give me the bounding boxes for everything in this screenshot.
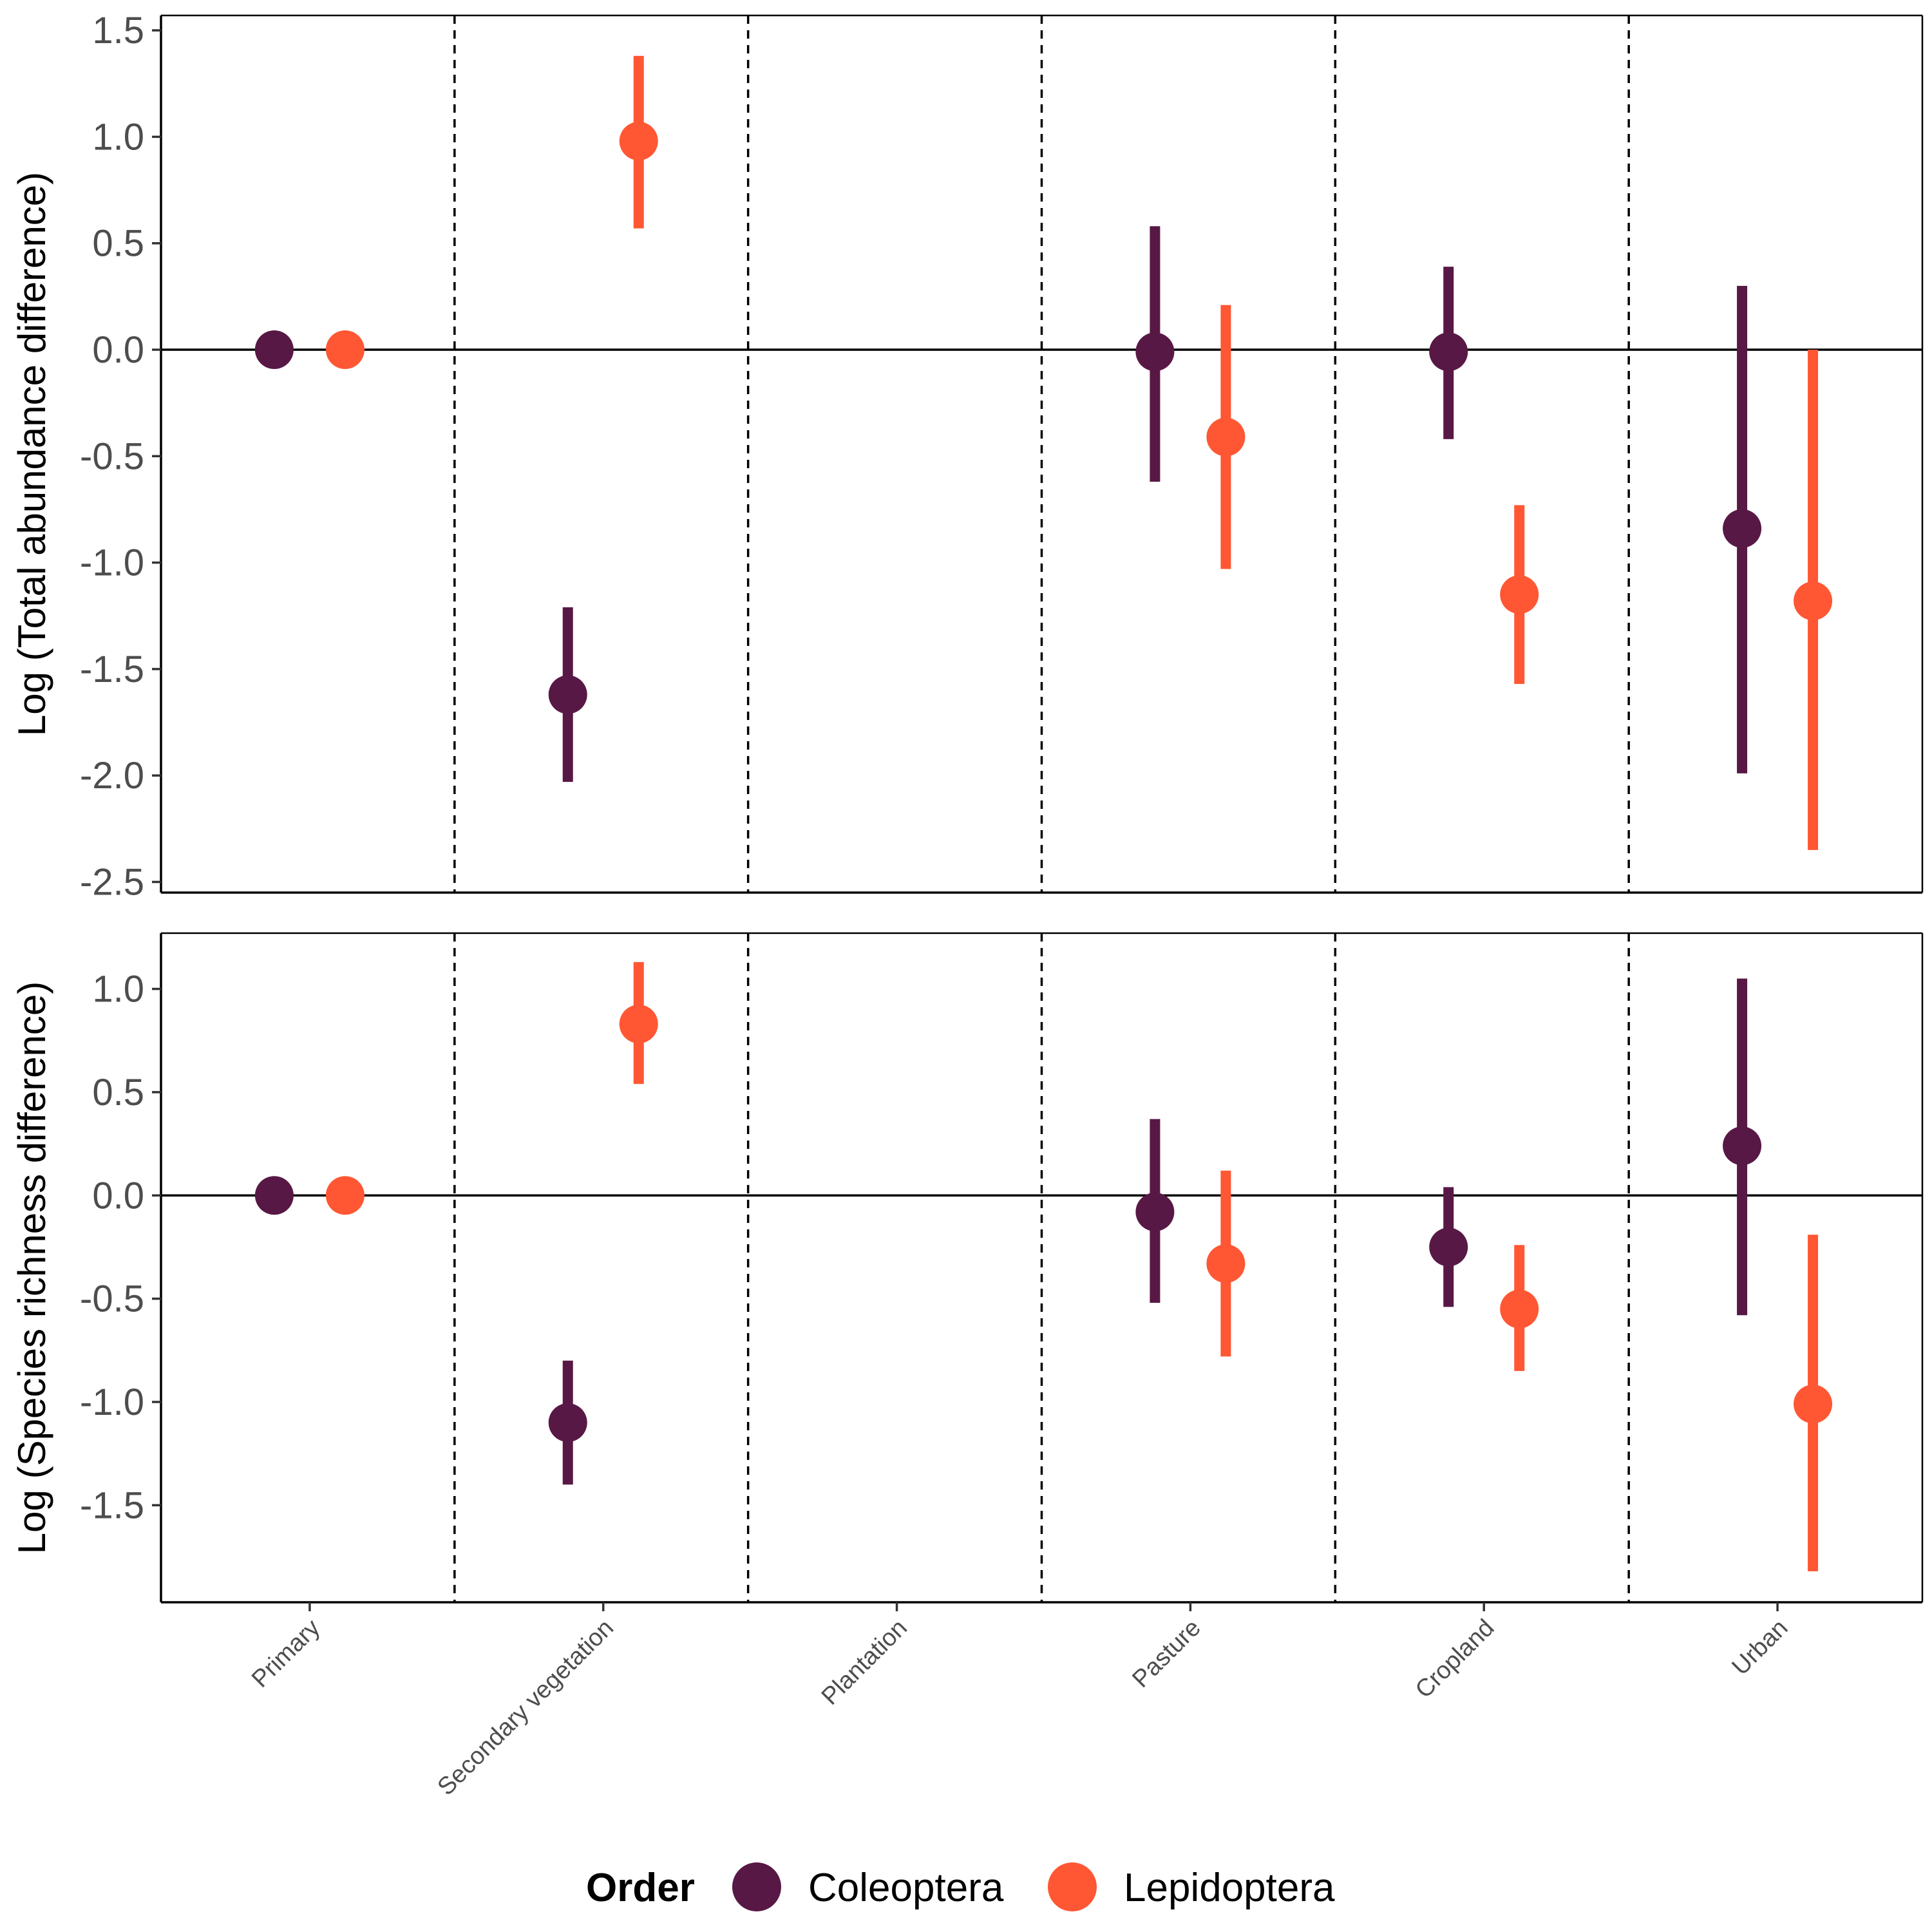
legend: Order Coleoptera Lepidoptera xyxy=(586,1862,1335,1911)
y-tick-label: 1.0 xyxy=(92,969,144,1010)
point-lepidoptera-secondary-vegetation xyxy=(619,122,658,161)
y-tick-label: -2.0 xyxy=(80,755,144,797)
legend-title: Order xyxy=(586,1866,695,1910)
y-tick-label: -2.5 xyxy=(80,861,144,903)
point-coleoptera-urban xyxy=(1723,509,1762,548)
y-tick-label: 0.0 xyxy=(92,329,144,371)
panels-layer: 1.5 1.0 0.5 0.0 -0.5 -1.0 -1.5 -2.0 -2.5 Log (Tot… xyxy=(10,10,1924,1604)
point-lepidoptera-secondary-vegetation xyxy=(619,1005,658,1044)
y-tick-label: -0.5 xyxy=(80,435,144,477)
y-tick-label: 0.5 xyxy=(92,1072,144,1113)
point-coleoptera-urban xyxy=(1723,1126,1762,1166)
y-tick-label: 0.0 xyxy=(92,1175,144,1217)
point-lepidoptera-primary xyxy=(325,330,365,370)
y-axis-title: Log (Species richness difference) xyxy=(10,981,53,1554)
panel-1: 1.5 1.0 0.5 0.0 -0.5 -1.0 -1.5 -2.0 -2.5 Log (Tot… xyxy=(10,10,1924,903)
y-tick-label: -1.0 xyxy=(80,542,144,584)
y-tick-label: -1.5 xyxy=(80,1484,144,1526)
point-lepidoptera-primary xyxy=(325,1176,365,1215)
y-tick-label: 1.5 xyxy=(92,10,144,52)
legend-label-coleoptera: Coleoptera xyxy=(808,1866,1004,1910)
y-tick-label: -1.5 xyxy=(80,649,144,690)
point-lepidoptera-urban xyxy=(1794,1385,1833,1424)
y-tick-label: -1.0 xyxy=(80,1381,144,1423)
y-axis-title: Log (Total abundance difference) xyxy=(10,172,53,736)
point-coleoptera-cropland xyxy=(1429,1227,1468,1267)
point-lepidoptera-pasture xyxy=(1206,1244,1245,1283)
legend-swatch-lepidoptera xyxy=(1048,1862,1097,1911)
point-lepidoptera-pasture xyxy=(1206,417,1245,457)
point-coleoptera-secondary-vegetation xyxy=(548,1403,587,1443)
point-lepidoptera-cropland xyxy=(1500,575,1539,614)
point-coleoptera-secondary-vegetation xyxy=(548,675,587,714)
y-tick-label: 1.0 xyxy=(92,116,144,158)
point-coleoptera-pasture xyxy=(1135,332,1175,372)
point-coleoptera-primary xyxy=(254,1176,294,1215)
point-coleoptera-cropland xyxy=(1429,332,1468,372)
y-tick-label: 0.5 xyxy=(92,223,144,265)
point-coleoptera-pasture xyxy=(1135,1192,1175,1231)
panel-2: 1.0 0.5 0.0 -0.5 -1.0 -1.5 Log (Species richne… xyxy=(10,932,1924,1604)
point-coleoptera-primary xyxy=(254,330,294,370)
point-lepidoptera-cropland xyxy=(1500,1289,1539,1329)
legend-label-lepidoptera: Lepidoptera xyxy=(1124,1866,1335,1910)
point-lepidoptera-urban xyxy=(1794,582,1833,621)
legend-swatch-coleoptera xyxy=(732,1862,781,1911)
y-tick-label: -0.5 xyxy=(80,1278,144,1320)
